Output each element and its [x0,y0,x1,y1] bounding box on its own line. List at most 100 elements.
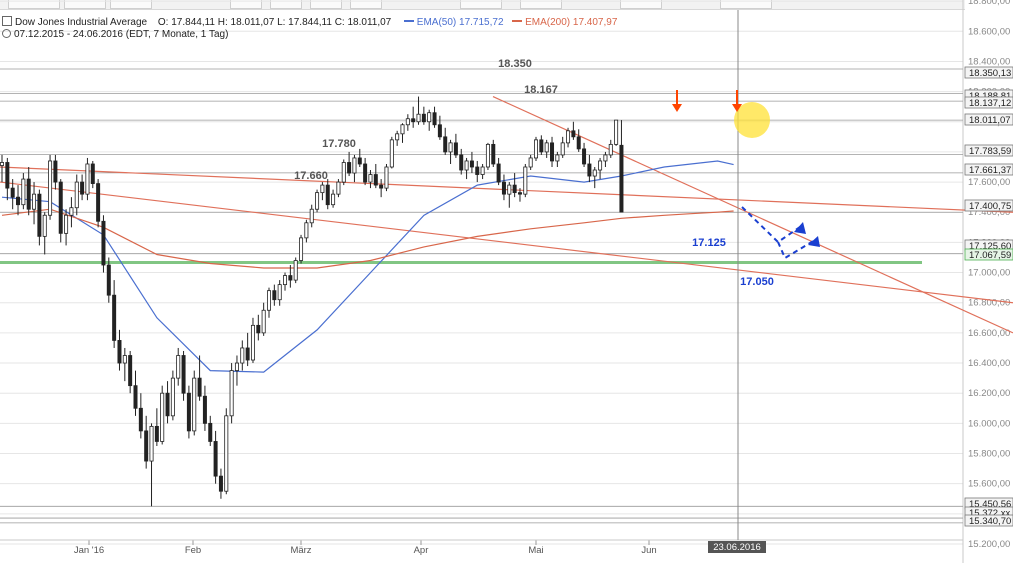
candle-body [368,174,373,183]
candle-body [202,395,207,424]
y-tick-label: 16.000,00 [968,418,1010,429]
candle-body [352,157,357,174]
candle-body [122,355,127,364]
y-tick-label: 18.800,00 [968,0,1010,7]
down-arrow-head [732,104,742,112]
candle-body [427,112,432,123]
toolbar-button[interactable] [460,0,502,9]
toolbar-button[interactable] [64,0,106,9]
candle-body [560,142,565,156]
candle-body [357,157,362,165]
candle-body [245,347,250,361]
projection-arrow-head [808,236,820,247]
ema200-line [1,208,734,269]
clock-icon [2,29,11,38]
price-tag-label: 15.340,70 [969,516,1011,527]
candle-body [53,160,58,183]
chart-header-line1: Dow Jones Industrial Average O: 17.844,1… [2,16,617,28]
projection-path [777,239,816,260]
candle-body [453,142,458,156]
y-tick-label: 17.600,00 [968,177,1010,188]
candle-body [176,355,181,379]
price-tag [964,514,1013,527]
candle-body [539,139,544,153]
candle-body [160,392,165,442]
candle-body [42,214,47,237]
toolbar-button[interactable] [270,0,302,9]
candle-body [186,392,191,432]
candle-body [149,425,154,462]
candle-body [299,237,304,261]
candle-body [341,162,346,183]
toolbar-button[interactable] [520,0,562,9]
candle-body [48,160,53,216]
price-tag-label: 15.372,xx [969,508,1010,519]
price-tag-label: 15.450,56 [969,499,1011,510]
y-tick-label: 16.800,00 [968,298,1010,309]
candle-body [544,142,549,153]
candle-body [218,475,223,492]
candle-body [112,294,117,341]
candle-body [213,441,218,477]
candle-body [16,196,21,206]
y-tick-label: 18.400,00 [968,56,1010,67]
candle-body [304,222,309,239]
candle-body [614,119,619,145]
candle-body [389,139,394,168]
toolbar-button[interactable] [310,0,342,9]
cursor-date-box [708,541,766,553]
candle-body [154,425,159,442]
candle-body [309,208,314,224]
price-tag [964,144,1013,157]
candle-body [379,184,384,189]
ema200-legend-swatch [512,20,523,22]
candle-body [85,163,90,195]
toolbar-button[interactable] [620,0,662,9]
candle-body [181,355,186,394]
candle-body [293,260,298,281]
candle-body [320,184,325,194]
candle-body [133,385,138,409]
candle-body [550,142,555,162]
toolbar-button[interactable] [350,0,382,9]
candle-body [21,178,26,206]
price-tag [964,163,1013,176]
y-tick-label: 16.600,00 [968,328,1010,339]
candle-body [491,143,496,165]
price-tag [964,96,1013,109]
candle-body [555,154,560,162]
toolbar-button[interactable] [230,0,262,9]
toolbar-button[interactable] [110,0,152,9]
price-tag-label: 17.067,59 [969,250,1011,261]
candle-body [405,118,410,126]
candle-body [448,142,453,153]
candle-body [373,174,378,186]
price-tag-label: 18.137,12 [969,98,1011,109]
ema50-legend-swatch [404,20,415,22]
y-tick-label: 16.400,00 [968,358,1010,369]
candle-body [138,407,143,432]
candle-body [587,163,592,177]
price-tag-label: 17.783,59 [969,146,1011,157]
candle-body [619,144,624,213]
toolbar-button[interactable] [720,0,772,9]
candle-body [325,184,330,206]
candle-body [347,162,352,174]
candle-body [101,220,106,266]
ema200-label: EMA(200) [525,17,571,28]
y-tick-label: 15.600,00 [968,479,1010,490]
candle-body [256,324,261,334]
ema50-label: EMA(50) [416,17,457,28]
toolbar-button[interactable] [8,0,60,9]
candle-body [571,130,576,138]
candle-body [224,415,229,492]
candle-body [96,183,101,222]
y-tick-label: 17.000,00 [968,268,1010,279]
y-tick-label: 17.400,00 [968,207,1010,218]
candle-body [517,192,522,195]
candle-body [528,157,533,168]
candle-body [475,166,480,175]
candle-body [266,290,271,311]
candle-body [411,118,416,123]
